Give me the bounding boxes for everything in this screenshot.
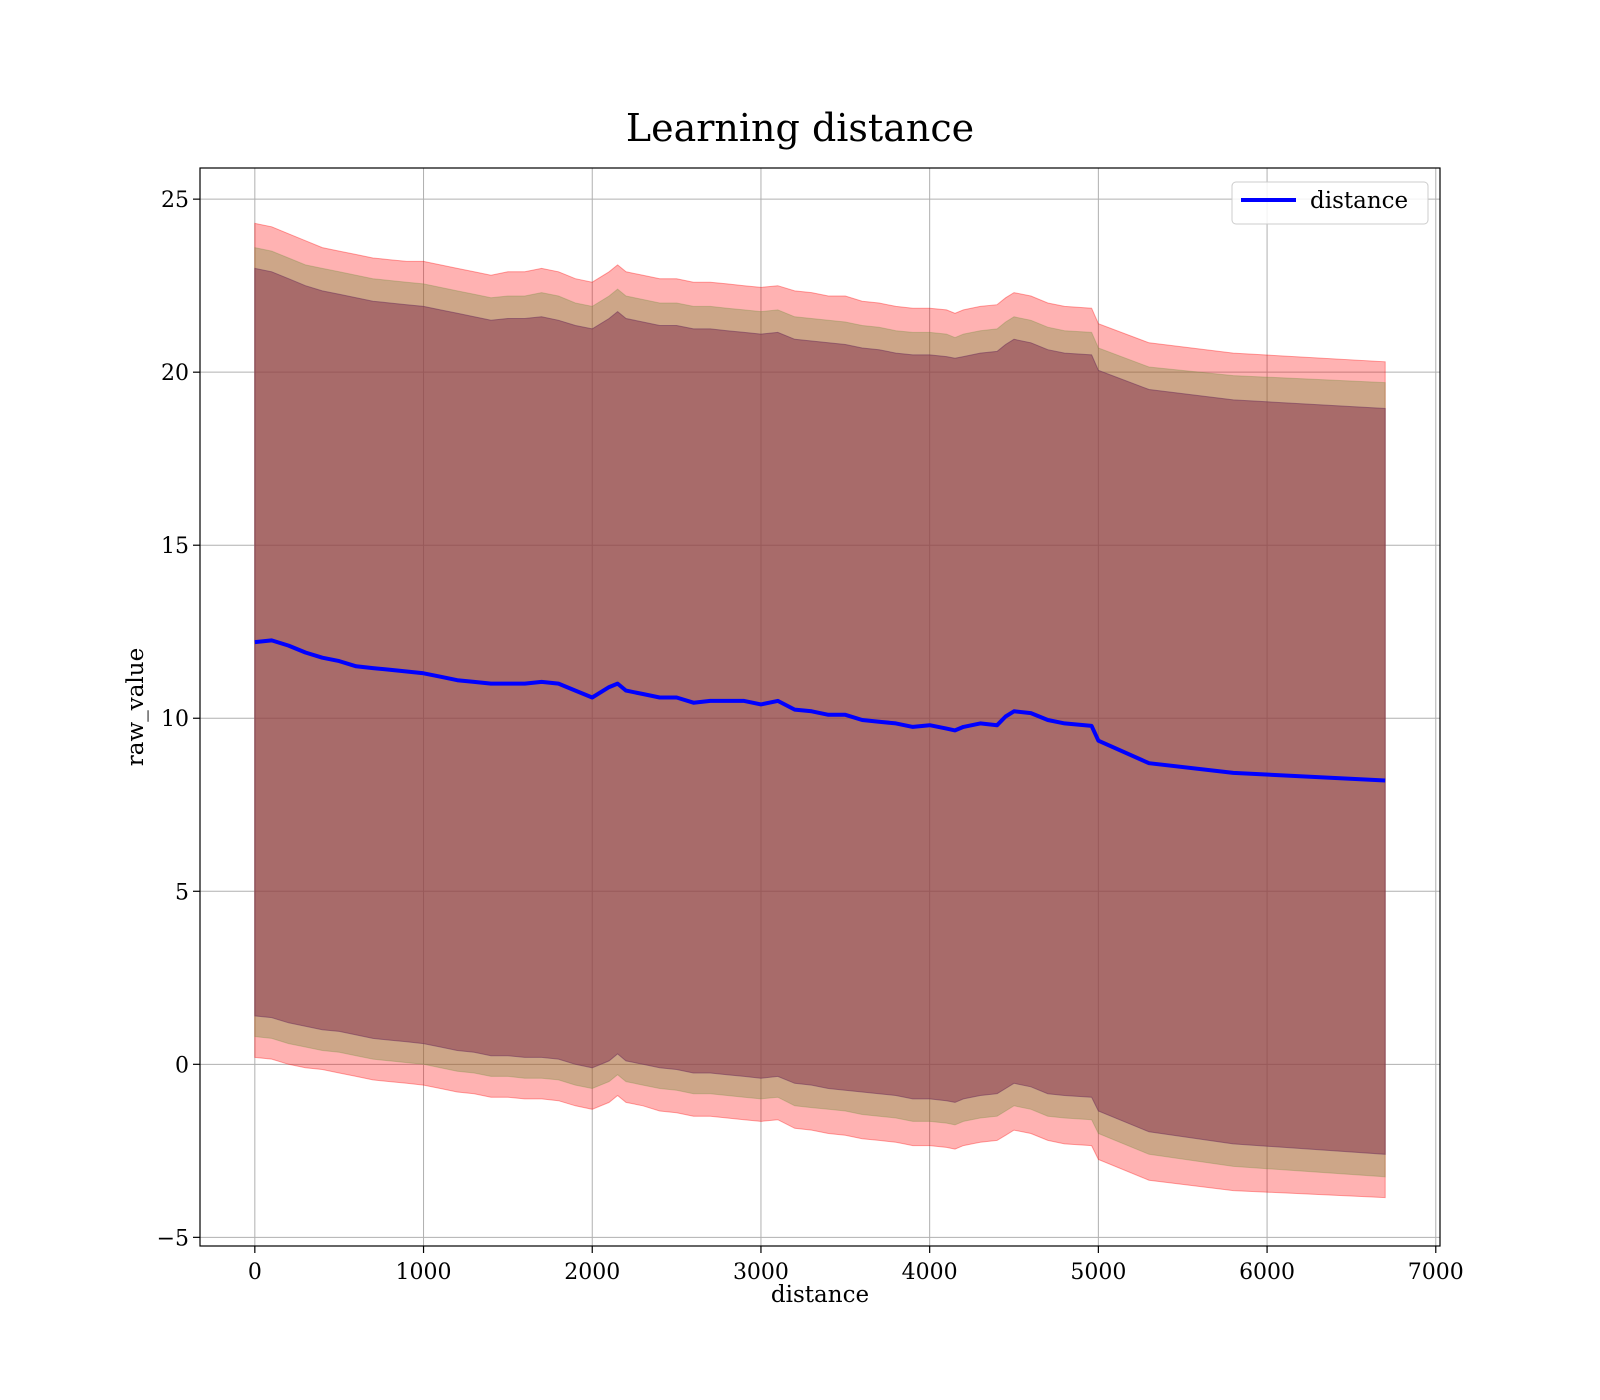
lines bbox=[254, 638, 1386, 783]
x-tick-label: 4000 bbox=[902, 1260, 958, 1285]
x-tick-label: 6000 bbox=[1239, 1260, 1295, 1285]
x-axis-label: distance bbox=[771, 1282, 869, 1308]
y-tick-label: 20 bbox=[161, 361, 189, 386]
bands bbox=[254, 222, 1386, 1199]
distance-line bbox=[254, 638, 1386, 783]
chart-title: Learning distance bbox=[626, 106, 974, 150]
plot-frame bbox=[199, 167, 1441, 1247]
x-tick-label: 0 bbox=[248, 1260, 262, 1285]
y-tick-label: 10 bbox=[161, 707, 189, 732]
x-tick-label: 5000 bbox=[1070, 1260, 1126, 1285]
x-tick-label: 1000 bbox=[396, 1260, 452, 1285]
y-axis: −5 0 5 10 15 20 25 bbox=[157, 188, 200, 1251]
y-tick-label: 15 bbox=[161, 534, 189, 559]
legend-label: distance bbox=[1310, 188, 1408, 214]
legend-box bbox=[1231, 181, 1429, 225]
x-tick-label: 3000 bbox=[733, 1260, 789, 1285]
y-tick-label: 0 bbox=[175, 1053, 189, 1078]
y-tick-label: −5 bbox=[157, 1226, 189, 1251]
y-tick-label: 5 bbox=[175, 880, 189, 905]
x-axis: 0 1000 2000 3000 4000 5000 6000 7000 bbox=[248, 1246, 1464, 1285]
y-axis-label: raw_value bbox=[123, 648, 149, 766]
x-tick-label: 7000 bbox=[1408, 1260, 1464, 1285]
legend: distance bbox=[1231, 181, 1429, 225]
x-tick-label: 2000 bbox=[564, 1260, 620, 1285]
y-tick-label: 25 bbox=[161, 188, 189, 213]
